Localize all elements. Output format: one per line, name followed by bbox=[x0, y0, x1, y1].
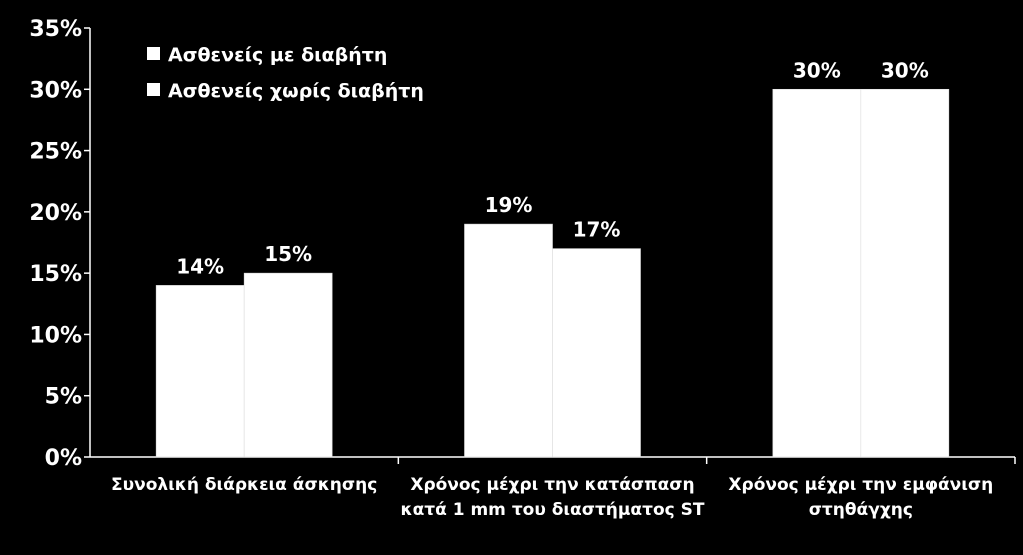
legend-swatch bbox=[147, 47, 160, 60]
y-tick-label: 20% bbox=[29, 201, 82, 226]
bar-data-label: 30% bbox=[881, 58, 929, 82]
bar-data-label: 17% bbox=[573, 218, 621, 242]
bar-series-1 bbox=[155, 285, 245, 458]
bar-data-label: 19% bbox=[485, 193, 533, 217]
bar-series-2 bbox=[552, 248, 641, 458]
y-tick-label: 15% bbox=[29, 262, 82, 287]
bar-data-label: 15% bbox=[264, 242, 312, 266]
bar-series-2 bbox=[860, 88, 950, 458]
bar-data-label: 30% bbox=[793, 58, 841, 82]
y-tick-label: 0% bbox=[45, 446, 82, 471]
legend-label: Ασθενείς με διαβήτη bbox=[168, 44, 387, 66]
x-category-label: στηθάγχης bbox=[809, 500, 913, 520]
legend-label: Ασθενείς χωρίς διαβήτη bbox=[168, 80, 424, 102]
x-category-label: Χρόνος μέχρι την εμφάνιση bbox=[728, 475, 993, 495]
bar-series-1 bbox=[772, 88, 862, 458]
bar-data-label: 14% bbox=[176, 254, 224, 278]
y-tick-label: 5% bbox=[45, 385, 82, 410]
bar-series-1 bbox=[464, 223, 553, 458]
y-tick-label: 10% bbox=[29, 323, 82, 348]
y-tick-label: 35% bbox=[29, 17, 82, 42]
x-category-label: Χρόνος μέχρι την κατάσπαση bbox=[410, 475, 694, 495]
legend-swatch bbox=[147, 83, 160, 96]
x-category-label: κατά 1 mm του διαστήματος ST bbox=[401, 500, 705, 520]
y-tick-label: 30% bbox=[29, 78, 82, 103]
x-category-label: Συνολική διάρκεια άσκησης bbox=[111, 475, 377, 495]
bar-series-2 bbox=[243, 272, 333, 458]
y-tick-label: 25% bbox=[29, 140, 82, 165]
